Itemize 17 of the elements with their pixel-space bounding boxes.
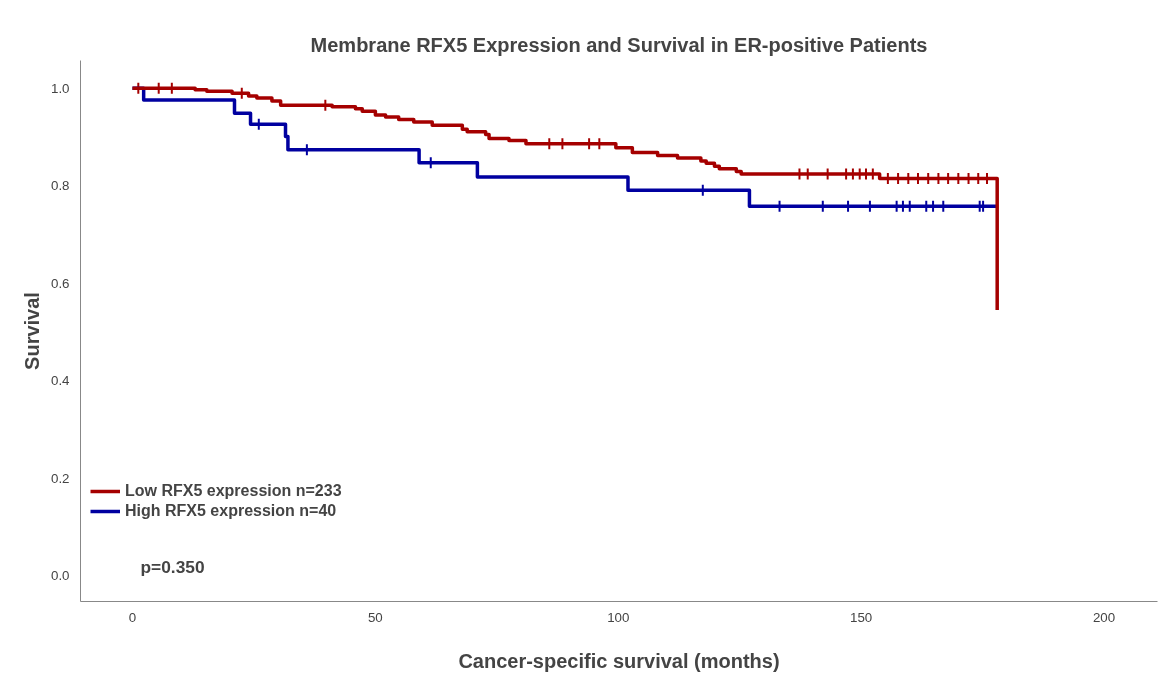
legend-label: High RFX5 expression n=40 — [125, 502, 337, 520]
y-tick-label: 0.4 — [50, 373, 71, 389]
x-tick-label: 100 — [607, 609, 630, 625]
y-axis-title: Survival — [20, 292, 43, 370]
y-tick-label: 0.6 — [50, 275, 70, 291]
x-tick-label: 50 — [367, 609, 383, 625]
annotation: p=0.350 — [140, 556, 205, 577]
chart-title: Membrane RFX5 Expression and Survival in ER-positive Patients — [310, 33, 928, 56]
y-tick-label: 1.0 — [50, 80, 70, 96]
y-tick-label: 0.8 — [50, 178, 70, 194]
x-axis-title: Cancer-specific survival (months) — [458, 649, 780, 672]
y-tick-label: 0.0 — [50, 568, 70, 584]
x-tick-label: 150 — [850, 609, 873, 625]
y-tick-label: 0.2 — [50, 470, 70, 486]
x-tick-label: 200 — [1092, 609, 1116, 625]
x-tick-label: 0 — [128, 609, 137, 625]
legend-label: Low RFX5 expression n=233 — [125, 482, 342, 500]
